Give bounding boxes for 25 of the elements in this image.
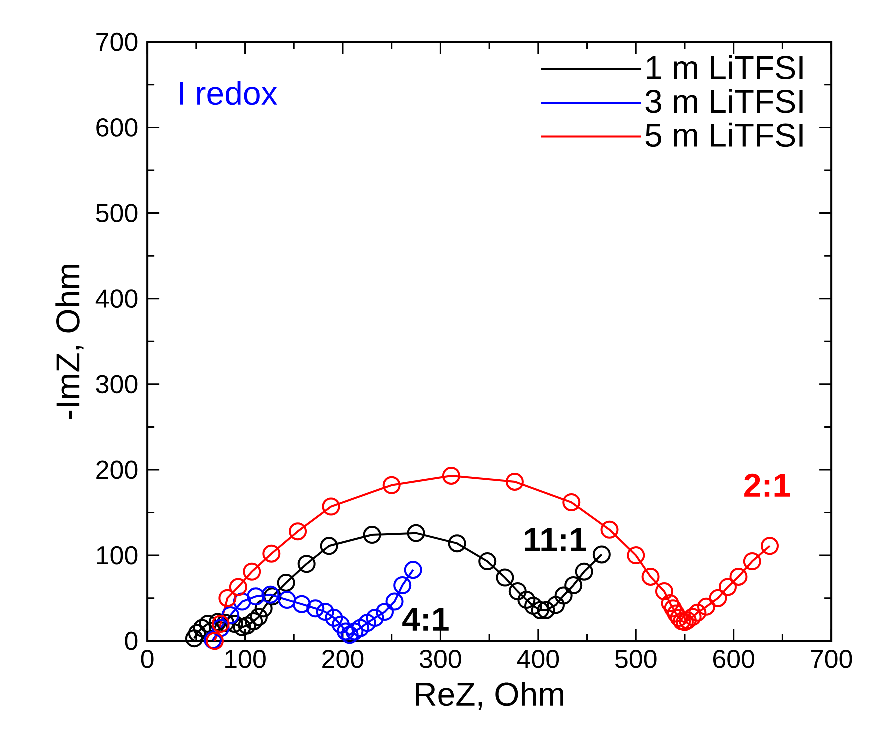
- x-tick-label: 200: [322, 650, 364, 668]
- legend-label: 3 m LiTFSI: [646, 89, 803, 114]
- annotation: 2:1: [744, 474, 790, 497]
- y-tick-label: 600: [96, 118, 138, 137]
- legend-label: 1 m LiTFSI: [647, 55, 803, 80]
- x-axis-title: ReZ, Ohm: [416, 682, 564, 710]
- y-tick-label: 500: [96, 204, 138, 222]
- x-tick-label: 300: [420, 650, 462, 668]
- x-tick-label: 500: [615, 650, 657, 668]
- annotation: 11:1: [525, 528, 586, 552]
- x-tick-label: 400: [517, 650, 560, 668]
- y-tick-label: 300: [96, 375, 138, 394]
- x-tick-label: 700: [811, 650, 852, 668]
- x-tick-label: 100: [226, 650, 266, 668]
- y-tick-label: 200: [96, 460, 138, 480]
- x-tick-label: 600: [713, 650, 754, 668]
- annotation: I redox: [180, 80, 278, 106]
- y-tick-label: 100: [97, 546, 138, 565]
- y-tick-label: 0: [125, 632, 138, 650]
- legend-label: 5 m LiTFSI: [646, 122, 803, 148]
- annotation: 4:1: [402, 608, 449, 631]
- y-tick-label: 700: [96, 32, 138, 52]
- x-tick-label: 0: [141, 650, 154, 668]
- y-axis-title: -ImZ, Ohm: [56, 265, 84, 419]
- y-tick-label: 400: [96, 290, 138, 308]
